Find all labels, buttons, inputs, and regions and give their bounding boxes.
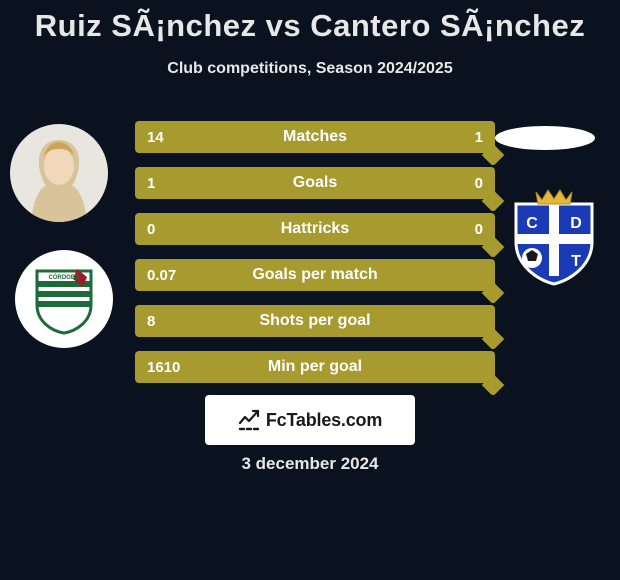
svg-text:T: T	[571, 253, 581, 270]
stat-label: Goals per match	[135, 259, 495, 291]
stat-row-shots-per-goal: 8 Shots per goal	[135, 305, 495, 337]
stat-right-value: 0	[475, 167, 483, 199]
svg-text:C: C	[526, 215, 538, 232]
fctables-logo-icon	[238, 409, 260, 431]
stat-label: Min per goal	[135, 351, 495, 383]
club-crest-left: CÓRDOBA	[15, 250, 113, 348]
club-crest-right: C D T	[498, 180, 610, 292]
page-subtitle: Club competitions, Season 2024/2025	[0, 60, 620, 78]
page-date: 3 december 2024	[0, 454, 620, 474]
stat-row-goals-per-match: 0.07 Goals per match	[135, 259, 495, 291]
stat-label: Hattricks	[135, 213, 495, 245]
stat-label: Shots per goal	[135, 305, 495, 337]
stat-row-goals: 1 Goals 0	[135, 167, 495, 199]
stat-row-hattricks: 0 Hattricks 0	[135, 213, 495, 245]
player-photo-right	[495, 126, 595, 150]
svg-text:D: D	[570, 215, 582, 232]
person-silhouette-icon	[24, 136, 94, 222]
club-crest-right-icon: C D T	[508, 186, 600, 286]
page-title: Ruiz SÃ¡nchez vs Cantero SÃ¡nchez	[0, 8, 620, 44]
comparison-bars: 14 Matches 1 1 Goals 0 0 Hattricks 0 0.0…	[135, 121, 495, 397]
svg-text:CÓRDOBA: CÓRDOBA	[49, 273, 81, 281]
stat-label: Goals	[135, 167, 495, 199]
brand-box: FcTables.com	[205, 395, 415, 445]
stat-row-min-per-goal: 1610 Min per goal	[135, 351, 495, 383]
stat-right-value: 0	[475, 213, 483, 245]
stat-right-value: 1	[475, 121, 483, 153]
brand-label: FcTables.com	[266, 410, 382, 431]
club-crest-left-icon: CÓRDOBA	[33, 263, 95, 335]
stat-label: Matches	[135, 121, 495, 153]
stat-row-matches: 14 Matches 1	[135, 121, 495, 153]
player-photo-left	[10, 124, 108, 222]
